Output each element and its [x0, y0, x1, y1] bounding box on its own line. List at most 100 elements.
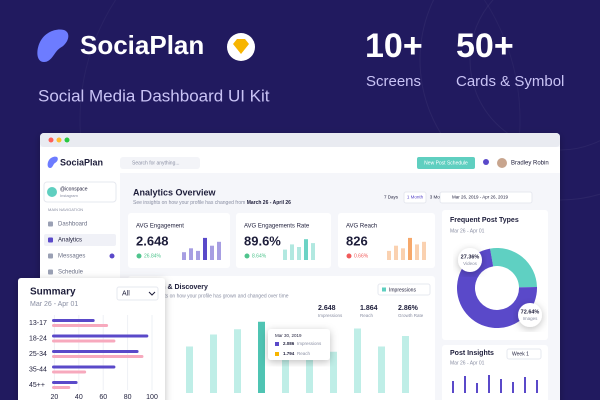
- notify-icon[interactable]: [483, 159, 489, 165]
- bar: [488, 375, 490, 393]
- tooltip-value: 2.086: [283, 341, 295, 346]
- donut: 27.36%Videos 72.64%Images: [456, 248, 542, 328]
- nav-item: Dashboard: [58, 222, 87, 228]
- category-label: 35-44: [29, 366, 47, 373]
- nav-item: Analytics: [58, 238, 82, 244]
- growth-stat-label: Growth Rate: [398, 313, 424, 318]
- search-box[interactable]: [120, 157, 200, 169]
- bar: [290, 244, 294, 260]
- card-title: AVG Engagements Rate: [244, 224, 310, 230]
- chevron: [148, 291, 156, 296]
- stat-value: 10+: [365, 27, 423, 65]
- subtitle-range: March 26 - April 26: [247, 200, 291, 206]
- nav-icon: [48, 253, 53, 259]
- bar: [52, 350, 139, 353]
- bar: [52, 381, 78, 384]
- card-value: 826: [346, 233, 368, 248]
- tooltip-label: Reach: [297, 351, 311, 356]
- bar: [52, 365, 116, 369]
- bar: [415, 244, 419, 260]
- donut-label: Videos: [463, 261, 477, 266]
- summary-chart: 20 40 60 80 100 13-17 18-24 25-34 35-44 45++: [29, 315, 158, 401]
- bar: [394, 245, 398, 260]
- tooltip: [268, 329, 330, 360]
- card-change: 8.64%: [252, 253, 267, 259]
- stat-label: Screens: [366, 73, 421, 90]
- profile-avatar: [47, 187, 57, 197]
- week-filter: Week 1: [512, 351, 529, 357]
- growth-stat-label: Reach: [360, 313, 374, 318]
- bar: [196, 250, 200, 260]
- summary-range: Mar 26 - Apr 01: [30, 301, 78, 308]
- bar: [282, 340, 289, 393]
- nav-item: Messages: [58, 254, 85, 260]
- stat-cards: AVG Engagement 2.648 26.84% AVG Engagements…: [128, 213, 435, 268]
- nav-item: Schedule: [58, 270, 84, 276]
- bar: [402, 336, 409, 393]
- post-insights-range: Mar 26 - Apr 01: [450, 360, 485, 366]
- summary-select[interactable]: [116, 286, 159, 301]
- bar: [387, 250, 391, 260]
- x-tick-label: 60: [99, 394, 107, 400]
- bar: [52, 319, 95, 322]
- sketch-diamond: [233, 39, 249, 54]
- tooltip-label: Impressions: [297, 341, 322, 346]
- overview-subtitle: See insights on how your profile has cha…: [133, 200, 291, 206]
- metric-select[interactable]: [377, 283, 431, 296]
- bar: [311, 243, 315, 260]
- summary-filter: All: [122, 290, 130, 297]
- tooltip-value: 1.794: [283, 351, 295, 356]
- bar: [52, 355, 144, 358]
- stat-label: Cards & Symbol: [456, 73, 564, 90]
- donut-label-bubble: [518, 303, 542, 327]
- badge: [109, 253, 115, 259]
- card-title: AVG Engagement: [136, 224, 184, 230]
- profile-card[interactable]: [43, 181, 117, 203]
- donut-value: 27.36%: [461, 254, 480, 260]
- week-select[interactable]: [506, 348, 542, 360]
- bar: [210, 245, 214, 260]
- bar: [189, 248, 193, 260]
- bar: [52, 386, 71, 389]
- card-change: 0.66%: [354, 253, 369, 259]
- card-change: 26.84%: [144, 253, 162, 259]
- donut-value: 72.64%: [521, 309, 540, 315]
- bar: [297, 247, 301, 260]
- subtitle-text: See insights on how your profile has cha…: [133, 200, 245, 206]
- bar: [304, 239, 308, 260]
- post-types-range: Mar 26 - Apr 01: [450, 228, 485, 234]
- bar: [536, 380, 538, 393]
- period-active: [403, 191, 427, 204]
- metric-swatch: [382, 287, 386, 292]
- new-post-button[interactable]: [417, 157, 475, 169]
- bar: [464, 376, 466, 393]
- growth-stat-value: 1.864: [360, 305, 378, 312]
- bar: [182, 252, 186, 260]
- window-dot: [64, 137, 70, 143]
- profile-network: Instagram: [60, 193, 78, 198]
- growth-title: Growth & Discovery: [141, 284, 208, 291]
- bar: [422, 241, 426, 260]
- nav-heading: MAIN NAVIGATION: [48, 207, 83, 212]
- post-types-title: Frequent Post Types: [450, 217, 519, 224]
- window-dot: [56, 137, 62, 143]
- bar: [203, 237, 207, 260]
- date-picker[interactable]: [439, 191, 533, 204]
- period-tab: 1 Month: [407, 195, 424, 200]
- bar: [234, 329, 241, 393]
- category-label: 45++: [29, 382, 45, 389]
- bar: [52, 334, 149, 338]
- change-icon: [136, 253, 142, 259]
- avatar[interactable]: [497, 158, 507, 168]
- bar: [306, 331, 313, 393]
- bar: [330, 351, 337, 393]
- window-dot: [48, 137, 54, 143]
- bar: [52, 370, 87, 374]
- period-tab: 7 Days: [384, 195, 399, 200]
- bar: [500, 379, 502, 393]
- growth-subtitle: See insights on how your profile has gro…: [141, 293, 289, 299]
- bar: [52, 339, 116, 343]
- category-label: 13-17: [29, 320, 47, 327]
